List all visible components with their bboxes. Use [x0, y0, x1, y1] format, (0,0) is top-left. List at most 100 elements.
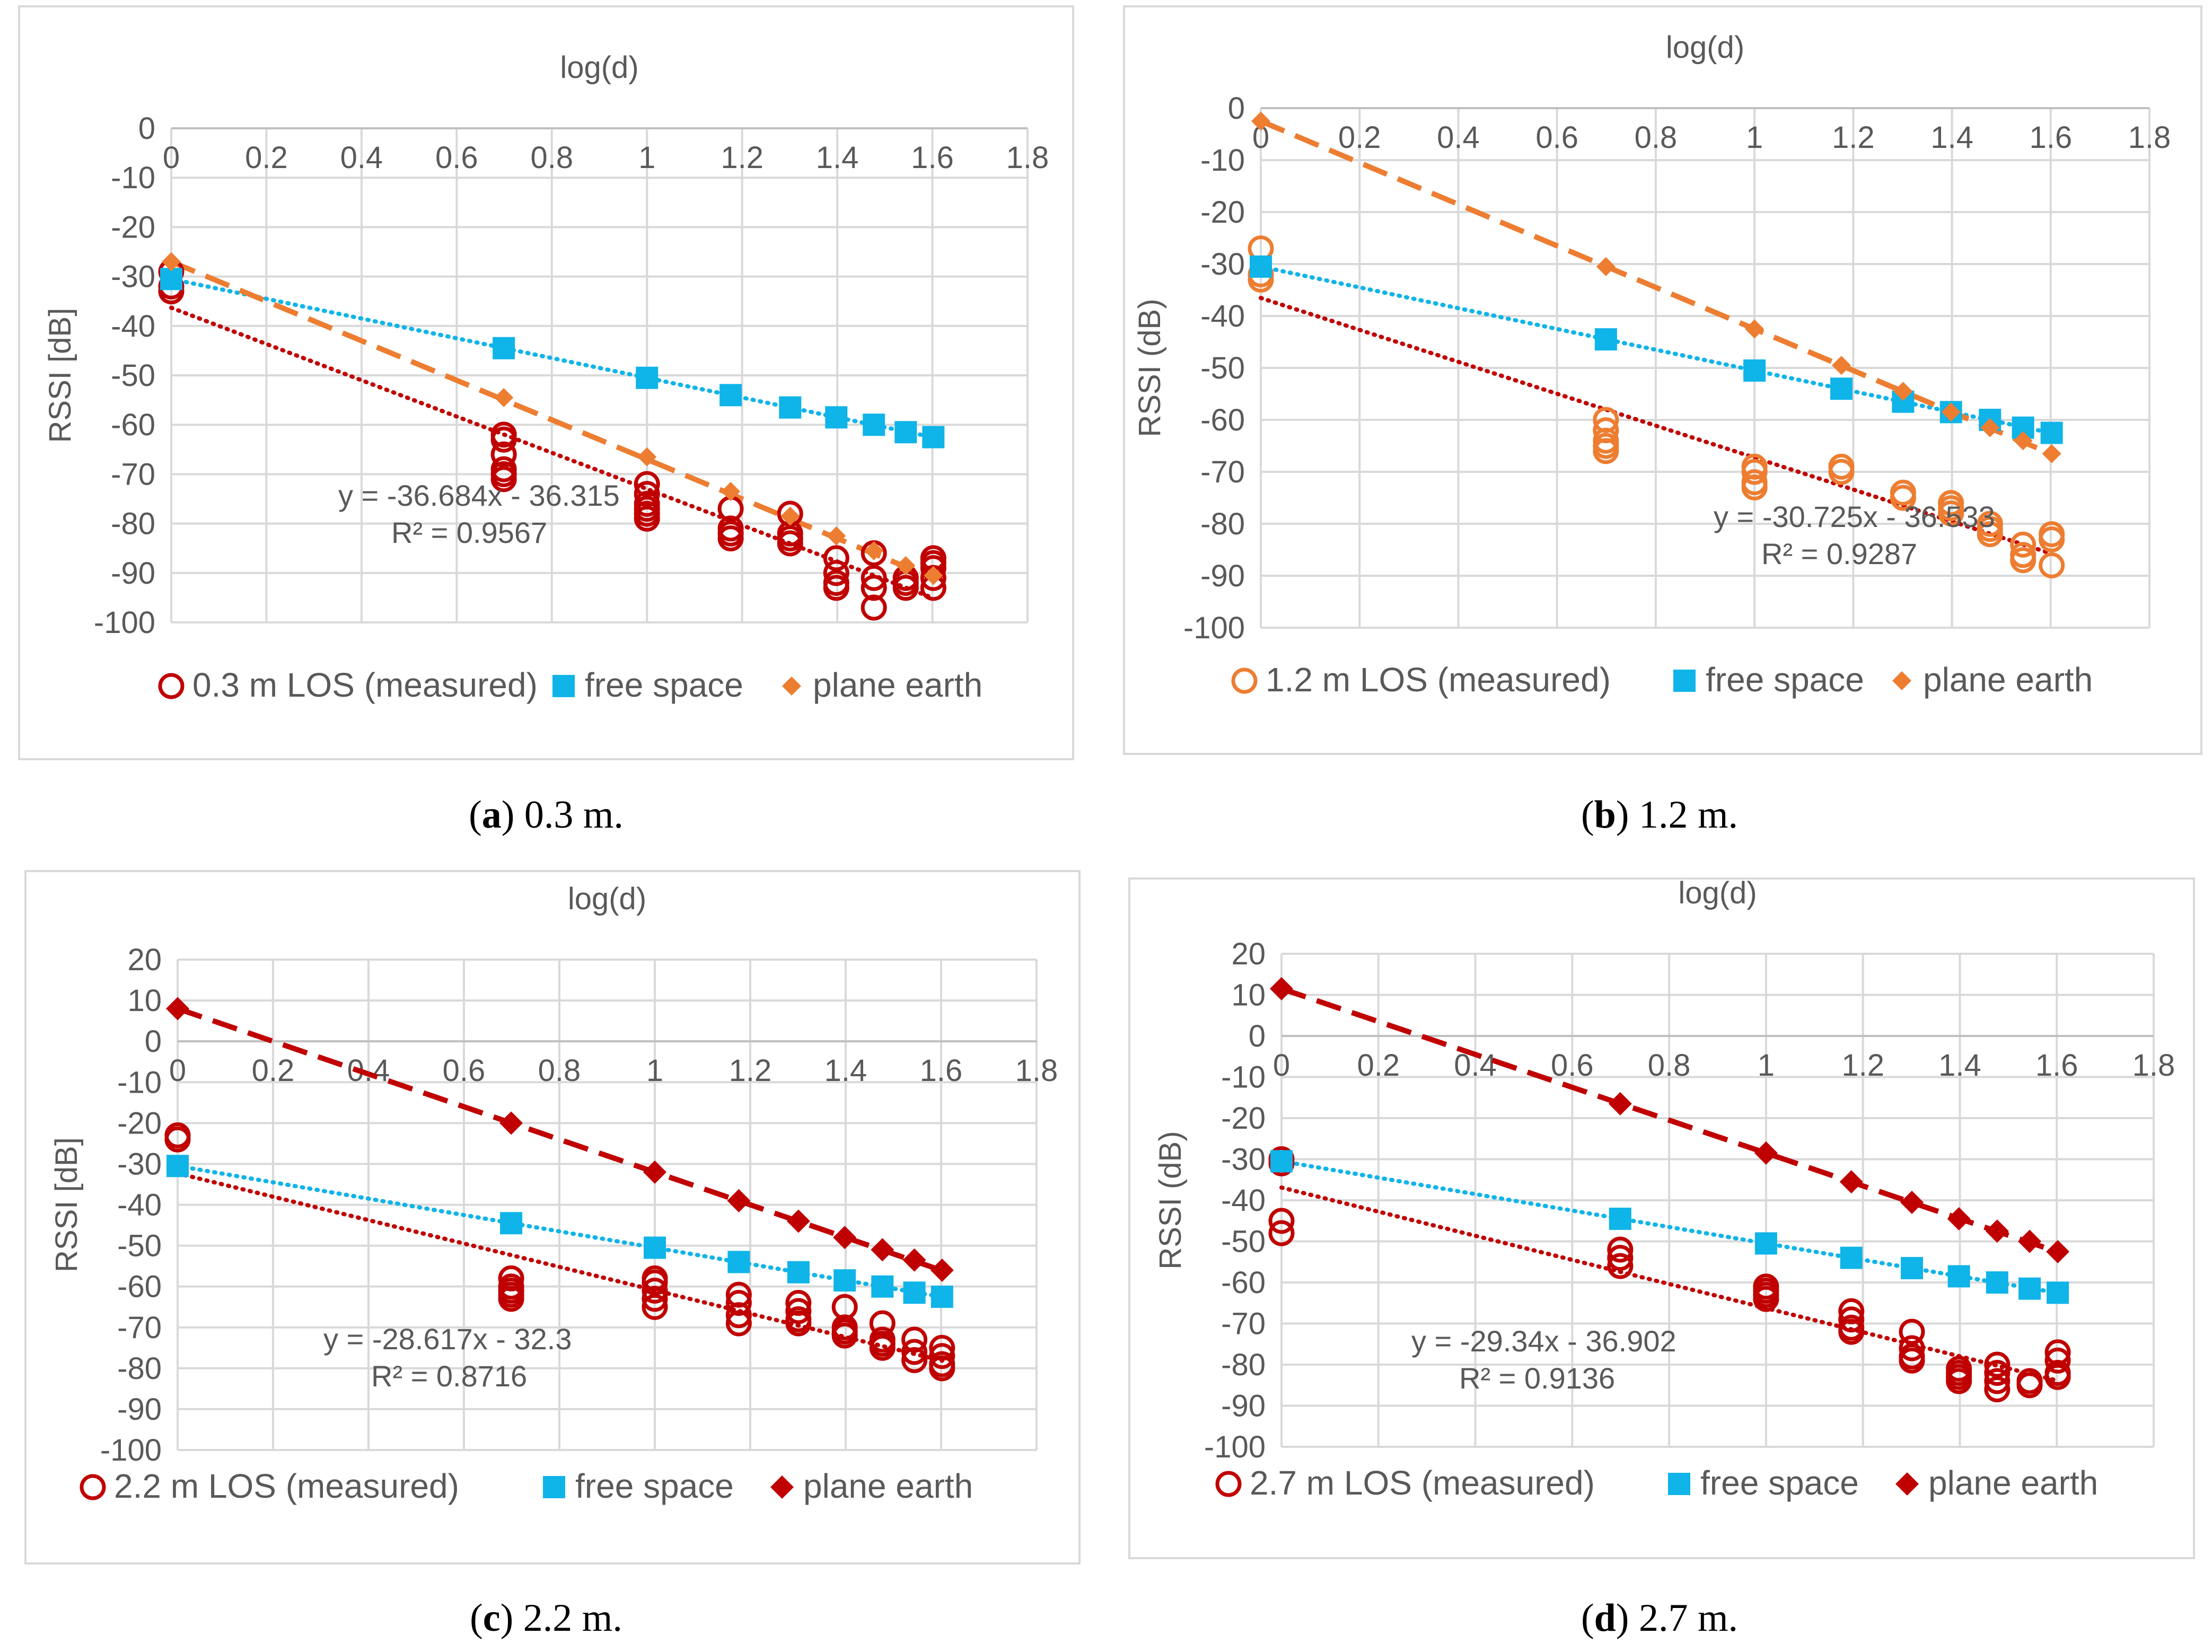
chart-panel-b: log(d) RSSI (dB) -100 -90 -80 -70 -60 -50 -40 -30… [1123, 5, 2202, 755]
y-tick-label: -60 [1200, 403, 1245, 437]
measured-point [929, 1343, 955, 1369]
y-tick-label: -90 [117, 1392, 162, 1427]
measured-point [1607, 1236, 1634, 1263]
measured-point [1899, 1335, 1925, 1361]
measured-point [1838, 1306, 1865, 1333]
legend-plane-earth-label: plane earth [1923, 661, 2093, 699]
y-tick-label: -90 [1221, 1389, 1266, 1423]
measured-point [2016, 1372, 2043, 1399]
plane-earth-point [786, 1209, 810, 1233]
free-space-point [922, 426, 945, 449]
y-tick-label: -80 [1200, 507, 1245, 541]
legend-free-space-label: free space [585, 666, 743, 704]
chart-svg-a: log(d)RSSI [dB]-100-90-80-70-60-50-40-30… [43, 50, 1049, 704]
measured-point [1268, 1208, 1295, 1234]
plane-earth-point [864, 541, 884, 560]
y-tick-label: -50 [1221, 1225, 1266, 1259]
plane-earth-point [1596, 257, 1616, 276]
legend: 0.3 m LOS (measured) free space plane eart… [158, 666, 982, 704]
plane-earth-trendline [1280, 986, 2059, 1255]
free-space-point [1900, 1256, 1923, 1279]
y-tick-label: -100 [1183, 611, 1245, 645]
y-tick-label: -30 [117, 1147, 162, 1181]
free-space-trendline [1279, 1159, 2060, 1295]
chart-title: log(d) [1678, 876, 1757, 910]
legend: 1.2 m LOS (measured) free space plane eart… [1231, 661, 2093, 699]
x-tick-label: 0.2 [1338, 120, 1381, 155]
x-tick-label: 1.6 [2029, 120, 2072, 155]
measured-point [642, 1277, 668, 1304]
measured-point [1268, 1220, 1295, 1246]
plane-earth-trendline [170, 259, 935, 581]
free-space-point [1250, 255, 1272, 278]
measured-point [777, 530, 803, 557]
plane-earth-point [2046, 1240, 2070, 1263]
r-squared-label: R² = 0.9136 [1459, 1361, 1615, 1395]
y-tick-label: -40 [1200, 299, 1245, 333]
measured-point [725, 1302, 752, 1329]
measured-point [901, 1339, 928, 1365]
legend-plane-earth-label: plane earth [1928, 1464, 2098, 1502]
measured-point [861, 565, 887, 591]
legend-measured-label: 1.2 m LOS (measured) [1266, 661, 1611, 699]
trendlines [169, 259, 936, 601]
legend: 2.7 m LOS (measured) free space plane eart… [1215, 1464, 2098, 1502]
legend-plane-earth-marker [770, 1475, 794, 1499]
plane-earth-point [1893, 382, 1913, 401]
y-tick-label: -60 [111, 408, 155, 442]
plane-earth-point [871, 1238, 894, 1262]
x-tick-label: 0.8 [1648, 1048, 1691, 1083]
chart-svg-d: log(d)RSSI (dB)-100-90-80-70-60-50-40-30… [1153, 876, 2175, 1502]
y-tick-label: -90 [1200, 559, 1245, 593]
measured-point [490, 426, 517, 453]
measured-point [642, 1269, 668, 1296]
y-tick-label: -60 [117, 1270, 162, 1304]
y-tick-label: -100 [1204, 1430, 1266, 1464]
plane-earth-point [2013, 431, 2033, 451]
x-tick-label: 1.4 [824, 1053, 867, 1088]
x-tick-label: 0.6 [1551, 1048, 1594, 1083]
plane-earth-point [1745, 319, 1765, 339]
y-tick-label: -70 [1200, 455, 1245, 489]
series-plane-earth [1251, 111, 2061, 463]
chart-panel-d: log(d) RSSI (dB) -100 -90 -80 -70 -60 -50 -40 -30… [1128, 876, 2195, 1559]
y-tick-label: -80 [111, 507, 155, 541]
measured-point [642, 1286, 668, 1312]
plane-earth-point [2018, 1229, 2042, 1253]
measured-point [498, 1286, 524, 1312]
measured-point [823, 545, 849, 572]
free-space-point [779, 396, 802, 419]
x-tick-label: 0 [163, 140, 180, 175]
y-tick-label: -70 [117, 1311, 162, 1345]
measured-point [642, 1294, 668, 1320]
y-tick-label: 10 [1231, 978, 1266, 1013]
measured-point [634, 481, 660, 507]
measured-trendline [169, 305, 936, 601]
y-tick-label: -10 [111, 161, 155, 195]
free-space-point [719, 384, 742, 407]
measured-point [2039, 526, 2065, 552]
measured-point [725, 1310, 752, 1337]
y-tick-label: -100 [100, 1433, 162, 1468]
caption-c: (c) 2.2 m. [470, 1596, 622, 1640]
measured-point [1838, 1319, 1865, 1345]
series-free-space [166, 1155, 953, 1308]
plane-earth-point [1980, 418, 2000, 437]
caption-letter: d [1594, 1596, 1616, 1640]
measured-point [634, 471, 660, 497]
y-tick-label: -20 [1200, 195, 1245, 230]
x-tick-label: 1.6 [920, 1053, 963, 1088]
x-tick-label: 1.8 [2128, 120, 2171, 155]
x-tick-label: 0 [1273, 1048, 1290, 1083]
free-space-point [787, 1261, 810, 1284]
free-space-point [727, 1251, 750, 1273]
caption-letter: b [1594, 793, 1616, 837]
free-space-point [931, 1285, 953, 1308]
measured-point [2010, 547, 2037, 574]
free-space-point [166, 1155, 189, 1178]
plane-earth-point [1941, 402, 1961, 422]
y-axis-label: RSSI [dB] [49, 1137, 84, 1272]
y-tick-label: -30 [111, 260, 155, 294]
y-tick-label: -60 [1221, 1266, 1266, 1300]
measured-point [1938, 500, 1964, 526]
